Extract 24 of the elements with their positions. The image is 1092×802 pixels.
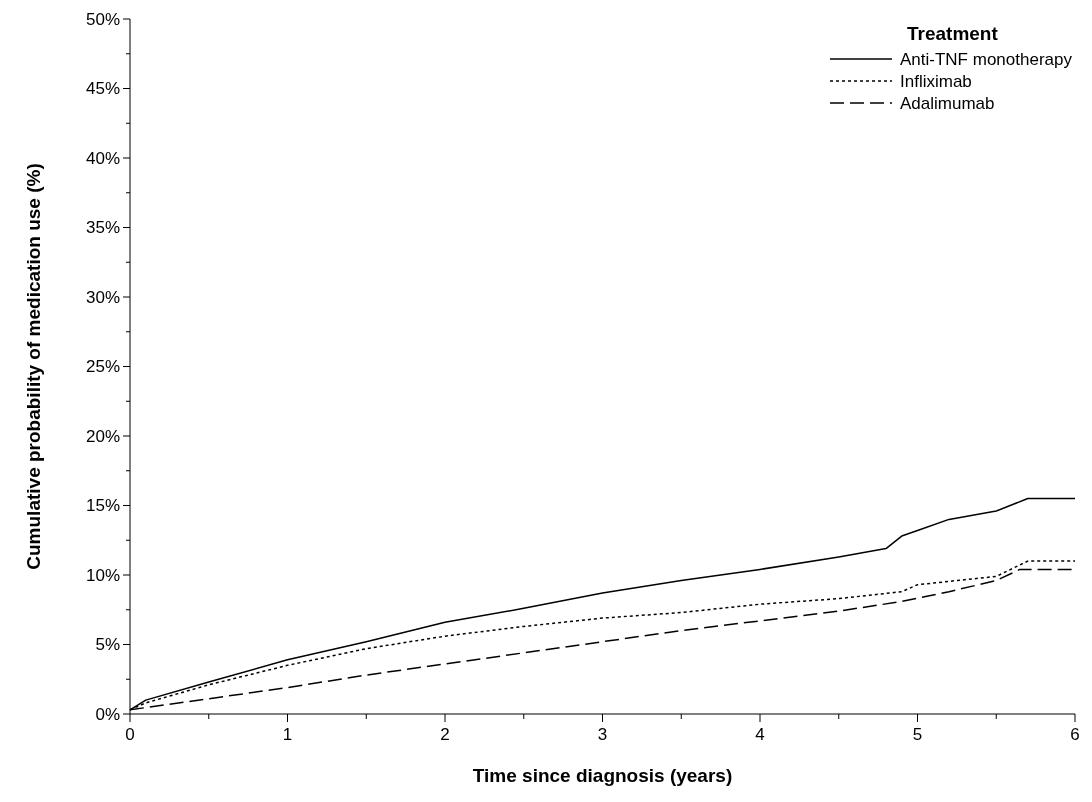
y-tick-label: 5% [95, 635, 120, 655]
legend-label: Anti-TNF monotherapy [900, 49, 1073, 69]
y-tick-label: 35% [85, 218, 120, 238]
y-tick-label: 30% [85, 287, 120, 307]
y-tick-label: 20% [85, 426, 120, 446]
y-axis-title: Cumulative probability of medication use (%) [23, 163, 44, 570]
x-tick-label: 2 [440, 725, 450, 744]
legend-title: Treatment [907, 23, 999, 44]
y-tick-label: 10% [85, 565, 120, 585]
x-axis-title: Time since diagnosis (years) [472, 765, 733, 786]
x-tick-label: 4 [755, 725, 765, 744]
x-tick-label: 5 [912, 725, 923, 744]
x-tick-label: 1 [282, 725, 293, 744]
y-tick-label: 45% [85, 79, 120, 99]
x-tick-label: 0 [125, 725, 135, 744]
y-tick-label: 50% [85, 9, 120, 29]
x-tick-label: 6 [1070, 725, 1080, 744]
y-tick-label: 15% [85, 496, 120, 516]
legend-label: Infliximab [900, 71, 972, 91]
x-tick-label: 3 [597, 725, 608, 744]
y-tick-label: 25% [85, 357, 120, 377]
y-tick-label: 0% [95, 704, 120, 724]
y-tick-label: 40% [85, 148, 120, 168]
legend-label: Adalimumab [900, 93, 995, 113]
